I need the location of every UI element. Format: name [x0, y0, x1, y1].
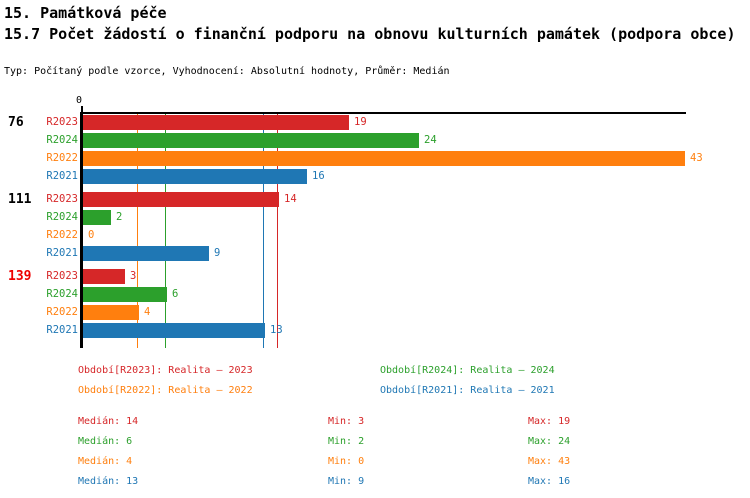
bar-value-label: 13	[270, 324, 283, 336]
bar-row-label-r2023: R2023	[46, 270, 78, 282]
bar-value-label: 16	[312, 170, 325, 182]
bar-row: R2021 16	[0, 169, 750, 184]
stat-max-r2024: Max: 24	[528, 436, 571, 447]
group-label: 139	[8, 269, 32, 284]
page-subtitle: 15.7 Počet žádostí o finanční podporu na…	[4, 25, 736, 43]
bar-row: R2023 19	[0, 115, 750, 130]
stat-max-r2023: Max: 19	[528, 416, 571, 427]
bar-value-label: 24	[424, 134, 437, 146]
bar-r2021	[83, 246, 209, 261]
bar-row-label-r2024: R2024	[46, 288, 78, 300]
legend-item-r2022: Období[R2022]: Realita – 2022	[78, 385, 253, 396]
axis-zero-tick-label: 0	[76, 95, 83, 106]
bar-row-label-r2023: R2023	[46, 116, 78, 128]
stat-min-r2021: Min: 9	[328, 476, 365, 487]
group-label: 111	[8, 192, 32, 207]
stat-max-r2021: Max: 16	[528, 476, 571, 487]
bar-row-label-r2021: R2021	[46, 247, 78, 259]
median-line-r2023	[276, 114, 278, 348]
bar-row: R2024 2	[0, 210, 750, 225]
bar-value-label: 0	[88, 229, 95, 241]
bar-value-label: 9	[214, 247, 221, 259]
bar-row: R2021 9	[0, 246, 750, 261]
bar-row-label-r2022: R2022	[46, 152, 78, 164]
bar-r2022	[83, 151, 685, 166]
bar-row: R2024 24	[0, 133, 750, 148]
stat-median-r2022: Medián: 4	[78, 456, 133, 467]
stat-min-r2024: Min: 2	[328, 436, 365, 447]
bar-value-label: 2	[116, 211, 123, 223]
page-title: 15. Památková péče	[4, 4, 167, 22]
bar-r2021	[83, 169, 307, 184]
bar-row: R2022 43	[0, 151, 750, 166]
bar-group: 76 R2023 19 R2024 24 R2022 43 R2021 16	[0, 115, 750, 184]
bar-row-label-r2022: R2022	[46, 306, 78, 318]
group-label: 76	[8, 115, 24, 130]
bar-chart: 0 76 R2023 19 R2024 24 R2022 43 R2021 16 111 R2023…	[0, 95, 750, 348]
bar-group: 111 R2023 14 R2024 2 R2022 0 R2021 9	[0, 192, 750, 261]
bar-r2022	[83, 305, 139, 320]
stat-min-r2022: Min: 0	[328, 456, 365, 467]
bar-value-label: 3	[130, 270, 137, 282]
chart-meta: Typ: Počítaný podle vzorce, Vyhodnocení:…	[4, 66, 450, 77]
bar-row-label-r2023: R2023	[46, 193, 78, 205]
bar-row: R2021 13	[0, 323, 750, 338]
y-axis-line	[80, 112, 83, 348]
bar-r2021	[83, 323, 265, 338]
bar-value-label: 14	[284, 193, 297, 205]
bar-r2024	[83, 210, 111, 225]
bar-r2023	[83, 269, 125, 284]
stat-median-r2024: Medián: 6	[78, 436, 133, 447]
bar-group: 139 R2023 3 R2024 6 R2022 4 R2021 13	[0, 269, 750, 338]
stat-median-r2023: Medián: 14	[78, 416, 139, 427]
stat-min-r2023: Min: 3	[328, 416, 365, 427]
bar-row: R2024 6	[0, 287, 750, 302]
legend-item-r2021: Období[R2021]: Realita – 2021	[380, 385, 555, 396]
stat-max-r2022: Max: 43	[528, 456, 571, 467]
stat-median-r2021: Medián: 13	[78, 476, 139, 487]
bar-row-label-r2021: R2021	[46, 170, 78, 182]
x-axis-line	[80, 112, 686, 114]
median-line-r2021	[262, 114, 264, 348]
bar-value-label: 19	[354, 116, 367, 128]
bar-row: R2023 3	[0, 269, 750, 284]
bar-value-label: 6	[172, 288, 179, 300]
bar-row-label-r2024: R2024	[46, 134, 78, 146]
bar-value-label: 43	[690, 152, 703, 164]
bar-row: R2022 0	[0, 228, 750, 243]
bar-r2023	[83, 115, 349, 130]
bar-r2024	[83, 133, 419, 148]
bar-r2023	[83, 192, 279, 207]
bar-row-label-r2022: R2022	[46, 229, 78, 241]
axis-zero-tick	[81, 106, 83, 112]
bar-row-label-r2021: R2021	[46, 324, 78, 336]
bar-r2024	[83, 287, 167, 302]
median-line-r2022	[136, 114, 138, 348]
median-line-r2024	[164, 114, 166, 348]
bar-row: R2022 4	[0, 305, 750, 320]
bar-row: R2023 14	[0, 192, 750, 207]
bar-row-label-r2024: R2024	[46, 211, 78, 223]
bar-value-label: 4	[144, 306, 151, 318]
legend-item-r2023: Období[R2023]: Realita – 2023	[78, 365, 253, 376]
legend-item-r2024: Období[R2024]: Realita – 2024	[380, 365, 555, 376]
